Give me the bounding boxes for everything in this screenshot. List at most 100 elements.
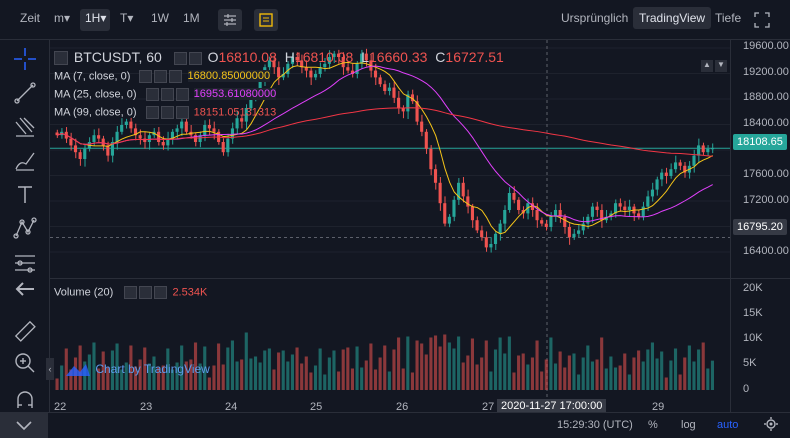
scroll-up-icon[interactable]: ▲ xyxy=(701,60,713,72)
volume-bar xyxy=(69,369,73,390)
interval-1m[interactable]: 1M xyxy=(183,11,200,25)
ma7-line xyxy=(57,61,713,235)
ma25-controls[interactable] xyxy=(145,88,191,101)
volume-bar xyxy=(613,367,618,390)
candle-body xyxy=(664,172,668,176)
symbol-toggle-icon[interactable] xyxy=(54,51,68,66)
chart-settings-icon[interactable] xyxy=(218,9,242,31)
volume-bar xyxy=(461,362,465,390)
interval-minutes[interactable]: m▾ xyxy=(54,11,71,25)
candle-body xyxy=(498,223,502,234)
interval-1w[interactable]: 1W xyxy=(151,11,169,25)
tab-depth[interactable]: Tiefe xyxy=(715,11,742,25)
candle-body xyxy=(420,121,424,132)
volume-bar xyxy=(295,347,299,390)
expand-panel-icon[interactable] xyxy=(0,413,48,438)
volume-bar xyxy=(424,354,428,390)
scroll-down-icon[interactable]: ▼ xyxy=(715,60,727,72)
volume-bar xyxy=(572,353,576,390)
candle-body xyxy=(480,230,484,238)
high-label: H xyxy=(284,49,295,65)
candle-body xyxy=(350,70,354,74)
volume-bar xyxy=(267,348,271,390)
ma25-legend: MA (25, close, 0) 16953.61080000 xyxy=(54,88,277,101)
text-tool-icon[interactable] xyxy=(12,182,38,208)
fib-tool-icon[interactable] xyxy=(12,114,38,140)
candle-body xyxy=(193,135,198,142)
tab-original[interactable]: Ursprünglich xyxy=(561,11,629,25)
brush-icon[interactable] xyxy=(12,148,38,174)
eye-icon[interactable] xyxy=(173,51,187,65)
ma99-controls[interactable] xyxy=(145,106,191,119)
volume-bar xyxy=(692,361,696,390)
candle-body xyxy=(641,206,645,217)
candle-body xyxy=(129,121,133,129)
candle-body xyxy=(277,67,281,78)
candle-body xyxy=(295,57,299,61)
magnet-icon[interactable] xyxy=(12,388,38,414)
percent-toggle[interactable]: % xyxy=(648,419,658,431)
candle-body xyxy=(184,121,188,132)
volume-bar xyxy=(120,369,124,390)
volume-bar xyxy=(226,347,230,390)
auto-toggle[interactable]: auto xyxy=(717,419,739,431)
candle-body xyxy=(586,216,590,224)
collapse-left-icon[interactable]: ‹ xyxy=(46,358,54,380)
fullscreen-icon[interactable] xyxy=(754,12,770,31)
tab-tradingview[interactable]: TradingView xyxy=(633,7,712,29)
volume-bar xyxy=(350,368,354,390)
volume-bar xyxy=(392,349,396,390)
log-toggle[interactable]: log xyxy=(681,419,696,431)
candle-body xyxy=(660,172,664,180)
candle-body xyxy=(613,203,618,214)
volume-bar xyxy=(64,348,68,390)
ma7-controls[interactable] xyxy=(139,70,184,83)
candle-body xyxy=(595,206,599,210)
candle-body xyxy=(392,87,396,98)
candle-body xyxy=(230,128,234,139)
volume-bar xyxy=(217,343,221,390)
candle-body xyxy=(618,203,622,207)
candle-body xyxy=(627,206,631,210)
interval-1h[interactable]: 1H▾ xyxy=(85,11,107,25)
price-tick: 17600.00 xyxy=(743,168,789,180)
volume-bar xyxy=(55,378,59,390)
volume-bar xyxy=(489,371,493,390)
crosshair-time-tag: 2020-11-27 17:00:00 xyxy=(497,399,607,413)
indicators-icon[interactable] xyxy=(254,9,278,31)
candle-body xyxy=(143,138,147,142)
candle-body xyxy=(355,63,359,74)
candle-body xyxy=(337,53,341,57)
forecast-tool-icon[interactable] xyxy=(12,250,38,276)
volume-bar xyxy=(452,348,456,390)
tradingview-watermark[interactable]: Chart by TradingView xyxy=(64,362,210,378)
volume-bar xyxy=(710,360,714,390)
ruler-icon[interactable] xyxy=(12,318,38,344)
volume-controls[interactable] xyxy=(124,286,169,299)
volume-bar xyxy=(207,377,211,390)
crosshair-icon[interactable] xyxy=(12,46,38,72)
pattern-tool-icon[interactable] xyxy=(12,216,38,242)
price-chart[interactable] xyxy=(50,40,730,412)
volume-bar xyxy=(221,364,225,390)
trend-line-icon[interactable] xyxy=(12,80,38,106)
utc-clock[interactable]: 15:29:30 (UTC) xyxy=(557,419,633,431)
time-label[interactable]: Zeit xyxy=(20,11,41,25)
settings-icon[interactable] xyxy=(188,51,202,65)
crosshair-price-tag: 16795.20 xyxy=(733,219,787,235)
interval-1h-box[interactable] xyxy=(80,9,110,31)
volume-bar xyxy=(526,364,530,390)
settings-gear-icon[interactable] xyxy=(764,417,778,434)
volume-bar xyxy=(138,359,142,390)
volume-tick: 20K xyxy=(743,282,763,294)
candle-body xyxy=(267,60,271,68)
candle-body xyxy=(512,193,516,200)
pane-divider xyxy=(50,278,790,279)
interval-day[interactable]: T▾ xyxy=(120,11,134,25)
ma99-label: MA (99, close, 0) xyxy=(54,106,137,119)
back-arrow-icon[interactable] xyxy=(12,276,38,302)
candle-body xyxy=(138,135,142,139)
price-axis[interactable]: 19600.00 19200.00 18800.00 18400.00 1760… xyxy=(701,40,790,412)
zoom-in-icon[interactable] xyxy=(12,350,38,376)
volume-bar xyxy=(253,356,258,390)
